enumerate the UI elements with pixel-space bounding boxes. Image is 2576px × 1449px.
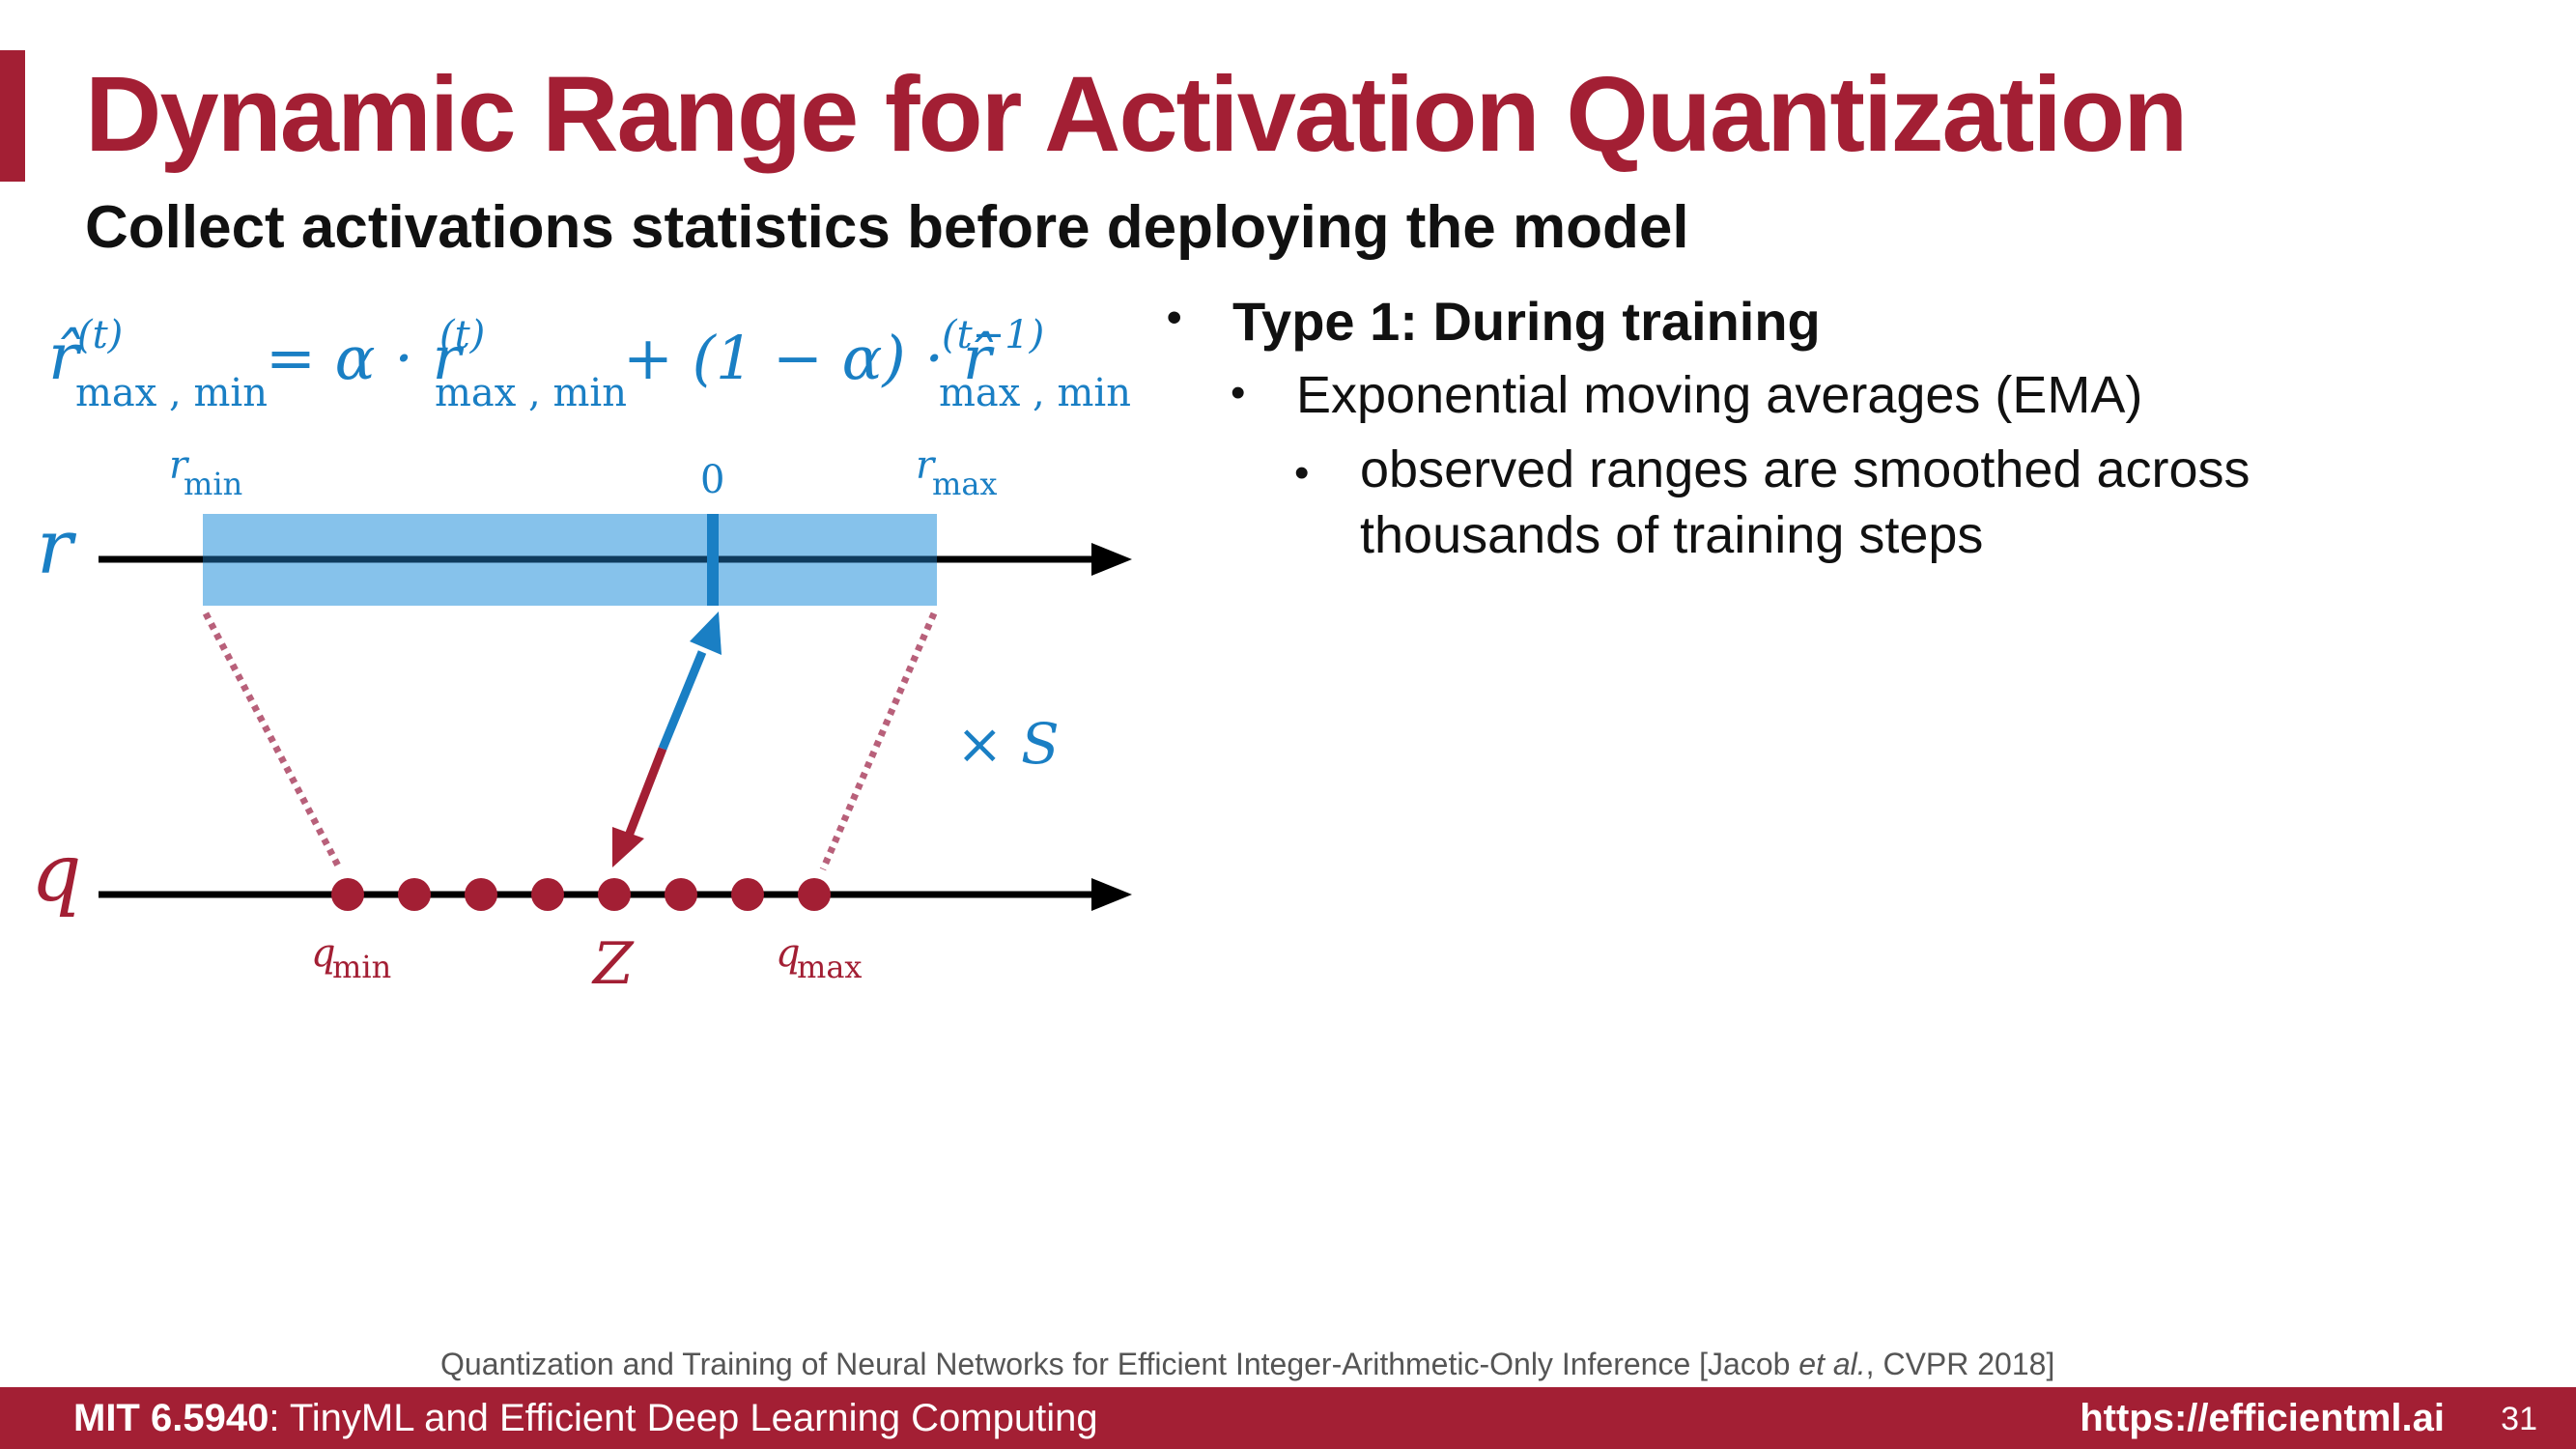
q-min-sub: min [332, 949, 391, 985]
bullet-level1-text: Type 1: During training [1232, 291, 1821, 352]
slide-subtitle: Collect activations statistics before de… [85, 194, 1689, 261]
q-point [531, 878, 564, 911]
ema-equation: r̂ (t) max , min = α · r (t) max , min +… [48, 313, 1131, 415]
quantization-diagram: r̂ (t) max , min = α · r (t) max , min +… [31, 313, 1132, 998]
footer-url-link[interactable]: https://efficientml.ai [2080, 1397, 2445, 1439]
q-min-base: q [311, 931, 336, 976]
eq-equals-alpha: = α · r [266, 323, 465, 393]
r-axis-label: r [37, 504, 77, 591]
q-point-zero [598, 878, 631, 911]
eq-rhs-sup: (t−1) [942, 313, 1044, 357]
eq-rhs-sub: max , min [939, 371, 1131, 415]
bullet-marker: • [1231, 369, 1246, 416]
r-max-base: r [916, 443, 937, 488]
eq-mid-sup: (t) [439, 313, 485, 357]
citation: Quantization and Training of Neural Netw… [440, 1347, 2054, 1382]
eq-plus-term: + (1 − α) · r̂ [623, 323, 995, 393]
q-max-base: q [776, 931, 801, 976]
r-max-sub: max [932, 466, 997, 502]
r-axis-arrowhead [1091, 543, 1132, 576]
q-point [398, 878, 431, 911]
mapping-arrow-blue [658, 650, 707, 751]
bullet-marker: • [1167, 294, 1182, 341]
quantized-points [331, 878, 831, 911]
zero-label: 0 [700, 458, 724, 502]
page-number: 31 [2501, 1401, 2537, 1437]
dotted-line-min [202, 611, 344, 871]
dotted-line-max [819, 611, 938, 871]
slide-title: Dynamic Range for Activation Quantizatio… [85, 55, 2188, 174]
q-max-sub: max [797, 949, 862, 985]
q-point [731, 878, 764, 911]
mapping-arrow-red [624, 747, 667, 838]
bullet-marker: • [1294, 449, 1310, 497]
citation-etal: et al. [1798, 1347, 1866, 1381]
q-axis-label: q [31, 828, 82, 920]
footer-course-code: MIT 6.5940 [73, 1397, 269, 1439]
z-label: Z [591, 930, 635, 998]
title-accent-bar [0, 50, 25, 182]
bullet-level2-text: Exponential moving averages (EMA) [1296, 366, 2143, 424]
q-point [665, 878, 697, 911]
citation-tail: , CVPR 2018] [1865, 1347, 2055, 1381]
r-min-sub: min [184, 466, 242, 502]
mapping-arrowhead-up [690, 611, 722, 655]
bullet-level3-text: observed ranges are smoothed across thou… [1360, 440, 2250, 564]
q-point [331, 878, 364, 911]
q-point [798, 878, 831, 911]
eq-mid-sub: max , min [435, 371, 627, 415]
footer-bar: MIT 6.5940: TinyML and Efficient Deep Le… [0, 1387, 2576, 1449]
q-axis-arrowhead [1091, 878, 1132, 911]
scale-label: × S [956, 711, 1060, 777]
mapping-arrowhead-down [612, 827, 644, 867]
eq-lhs-sup: (t) [77, 313, 123, 357]
eq-lhs-sub: max , min [75, 371, 268, 415]
zero-tick [707, 514, 719, 606]
footer-course: MIT 6.5940: TinyML and Efficient Deep Le… [73, 1397, 1098, 1440]
footer-course-name: : TinyML and Efficient Deep Learning Com… [269, 1397, 1098, 1439]
r-min-base: r [169, 443, 190, 488]
citation-text: Quantization and Training of Neural Netw… [440, 1347, 1799, 1381]
eq-lhs-symbol: r̂ [48, 320, 82, 394]
q-point [465, 878, 497, 911]
